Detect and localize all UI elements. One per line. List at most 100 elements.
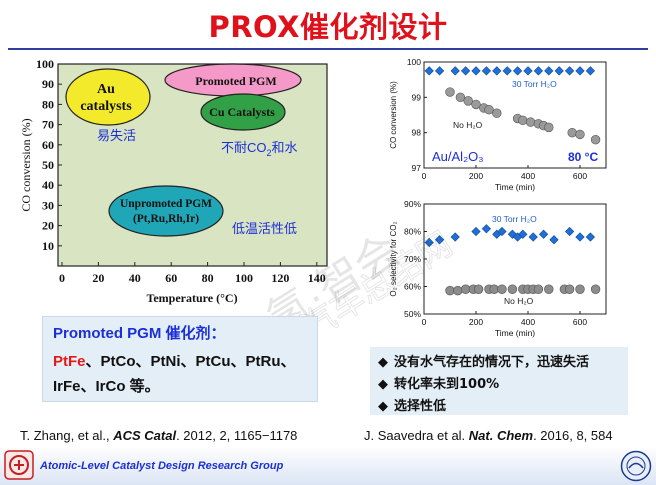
data-point-diamond <box>518 229 528 239</box>
region-au-label-1: Au <box>97 82 115 97</box>
promoted-pgm-line-2: IrFe、IrCo 等。 <box>53 378 160 395</box>
data-point-diamond <box>512 66 523 76</box>
data-point-diamond <box>481 66 492 76</box>
y-tick-label: 80% <box>404 227 421 237</box>
series-label: No H₂O <box>504 296 534 306</box>
data-point-diamond <box>471 226 481 237</box>
region-unpromoted-pgm <box>108 185 224 237</box>
data-point-diamond <box>528 232 538 242</box>
bullet-item: ◆ 没有水气存在的情况下，迅速失活 <box>378 355 590 370</box>
data-point-diamond <box>544 66 554 76</box>
region-chart-x-tick-label: 100 <box>235 271 253 285</box>
annotation-au: 易失活 <box>97 128 136 143</box>
data-point-circle <box>484 104 494 115</box>
data-point-circle <box>544 122 554 133</box>
x-tick-label: 0 <box>422 171 427 181</box>
y-axis-label: CO conversion (%) <box>389 81 398 149</box>
region-chart-y-tick-label: 90 <box>42 77 54 91</box>
data-point-diamond <box>471 66 481 76</box>
y-tick-label: 70% <box>404 254 421 264</box>
y-tick-label: 98 <box>412 128 422 138</box>
footer-group-name: Atomic-Level Catalyst Design Research Gr… <box>40 460 284 472</box>
x-axis-label: Time (min) <box>495 328 535 338</box>
x-axis-label: Time (min) <box>495 182 535 192</box>
region-chart-x-tick-label: 0 <box>59 271 65 285</box>
region-chart-y-tick-label: 100 <box>36 57 54 71</box>
promoted-pgm-heading: Promoted PGM 催化剂： <box>53 325 226 342</box>
annotation-pgm: 低温活性低 <box>232 221 297 236</box>
data-point-diamond <box>460 66 471 76</box>
data-point-circle <box>564 284 575 294</box>
y-tick-label: 90% <box>404 199 421 209</box>
university-seal-icon <box>620 450 652 482</box>
region-promoted-pgm-label: Promoted PGM <box>195 74 276 88</box>
x-tick-label: 200 <box>469 317 483 327</box>
region-chart-y-tick-label: 10 <box>42 239 54 253</box>
data-point-diamond <box>424 237 434 248</box>
region-chart-y-label: CO conversion (%) <box>19 118 33 211</box>
data-point-diamond <box>434 66 445 76</box>
y-tick-label: 99 <box>412 92 422 102</box>
data-point-circle <box>533 284 544 294</box>
region-chart-y-tick-label: 40 <box>42 178 54 192</box>
data-point-circle <box>575 129 585 140</box>
right-chart-panel <box>366 57 624 322</box>
x-tick-label: 400 <box>521 317 535 327</box>
data-point-circle <box>473 284 484 294</box>
data-point-diamond <box>564 226 575 237</box>
region-chart-y-ticks: 10 20 30 40 50 60 70 80 90 100 <box>36 57 62 253</box>
x-tick-label: 600 <box>573 317 587 327</box>
region-chart-x-label: Temperature (°C) <box>146 291 237 305</box>
data-point-diamond <box>502 66 512 76</box>
group-logo-icon <box>4 450 34 480</box>
region-cu-label: Cu Catalysts <box>209 105 275 119</box>
data-point-diamond <box>450 66 460 76</box>
data-point-diamond <box>450 232 460 242</box>
slide-title: PROX催化剂设计 <box>208 10 448 44</box>
data-point-diamond <box>549 235 559 245</box>
data-point-diamond <box>554 66 564 76</box>
data-point-diamond <box>564 66 575 76</box>
data-point-circle <box>575 284 585 294</box>
bullet-item: ◆ 转化率未到100% <box>378 377 500 392</box>
region-chart-y-tick-label: 20 <box>42 219 54 233</box>
x-tick-label: 0 <box>422 317 427 327</box>
region-au-label-2: catalysts <box>80 99 132 114</box>
annotation-cu: 不耐CO2和水 <box>221 140 298 158</box>
citation-right: J. Saavedra et al. Nat. Chem. 2016, 8, 5… <box>364 428 613 443</box>
observations-box: ◆ 没有水气存在的情况下，迅速失活 ◆ 转化率未到100% ◆ 选择性低 <box>370 347 628 415</box>
region-chart-y-tick-label: 80 <box>42 97 54 111</box>
x-tick-label: 200 <box>469 171 483 181</box>
data-point-circle <box>445 87 455 97</box>
region-chart-x-tick-label: 60 <box>165 271 177 285</box>
data-point-diamond <box>492 66 502 76</box>
footer-bar <box>0 446 656 485</box>
y-tick-label: 60% <box>404 282 421 292</box>
data-point-circle <box>590 284 601 294</box>
data-point-diamond <box>575 232 585 242</box>
catalyst-region-chart: 10 20 30 40 50 60 70 80 90 100 0 20 40 60 80 100 120 140… <box>19 57 328 305</box>
data-point-diamond <box>507 229 518 239</box>
y-axis-label: O₂ selectivity for CO₂ <box>389 221 398 296</box>
title-divider <box>8 48 648 50</box>
series-label: 30 Torr H₂O <box>512 79 557 89</box>
data-point-diamond <box>575 66 585 76</box>
region-chart-x-ticks: 0 20 40 60 80 100 120 140 <box>59 262 326 285</box>
y-tick-label: 50% <box>404 309 421 319</box>
co-conversion-chart: 0 200 400 600 97 98 99 100 Time (min) CO conversi… <box>389 57 607 192</box>
y-tick-label: 97 <box>412 163 422 173</box>
data-point-diamond <box>585 66 596 76</box>
data-point-diamond <box>538 229 549 239</box>
o2-selectivity-chart: 0 200 400 600 50% 60% 70% 80% 90% Time (min) O₂ se… <box>389 199 607 338</box>
chart-annotation-catalyst: Au/Al₂O₃ <box>432 149 484 164</box>
region-unpromoted-label-2: (Pt,Ru,Rh,Ir) <box>133 213 199 225</box>
data-point-diamond <box>424 66 434 76</box>
data-point-circle <box>544 284 554 294</box>
data-point-circle <box>471 99 481 110</box>
x-tick-label: 400 <box>521 171 535 181</box>
plot-frame <box>423 61 607 169</box>
bullet-item: ◆ 选择性低 <box>378 399 447 414</box>
data-point-circle <box>590 135 601 145</box>
right-charts: 0 200 400 600 97 98 99 100 Time (min) CO conversi… <box>366 57 624 338</box>
